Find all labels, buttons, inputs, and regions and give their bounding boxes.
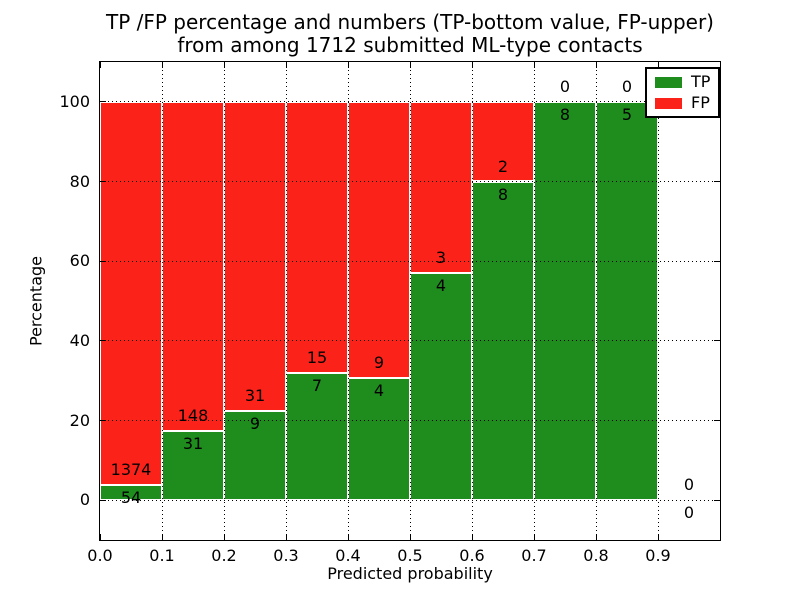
bar-segment-tp xyxy=(596,101,658,501)
x-tick-label: 0.5 xyxy=(397,546,423,565)
y-tick-right xyxy=(714,340,720,342)
tp-count-label: 8 xyxy=(559,104,571,124)
x-tick-top xyxy=(595,62,597,68)
tp-count-label: 0 xyxy=(683,503,695,523)
x-tick-bottom xyxy=(223,534,225,540)
y-tick-left xyxy=(100,101,106,103)
x-tick-top xyxy=(285,62,287,68)
y-tick-right xyxy=(714,499,720,501)
x-tick-top xyxy=(223,62,225,68)
bar-segment-tp xyxy=(534,101,596,501)
x-tick-bottom xyxy=(595,534,597,540)
x-tick-top xyxy=(657,62,659,68)
x-tick-bottom xyxy=(347,534,349,540)
tp-count-label: 7 xyxy=(311,376,323,396)
gridline-vertical xyxy=(347,62,349,540)
bar-segment-fp xyxy=(162,101,224,432)
tp-count-label: 8 xyxy=(497,184,509,204)
x-tick-label: 0.7 xyxy=(521,546,547,565)
x-tick-label: 0.6 xyxy=(459,546,485,565)
fp-count-label: 15 xyxy=(306,348,328,368)
legend-label-fp: FP xyxy=(691,93,710,112)
x-tick-bottom xyxy=(657,534,659,540)
x-tick-bottom xyxy=(471,534,473,540)
gridline-vertical xyxy=(471,62,473,540)
x-axis-label: Predicted probability xyxy=(327,564,493,583)
chart-title-line2: from among 1712 submitted ML-type contac… xyxy=(177,33,643,57)
tp-count-label: 54 xyxy=(120,488,142,508)
y-tick-label: 100 xyxy=(59,91,90,111)
gridline-vertical xyxy=(285,62,287,540)
y-tick-label: 60 xyxy=(69,251,90,271)
fp-count-label: 3 xyxy=(435,247,447,267)
y-tick-left xyxy=(100,181,106,182)
x-tick-bottom xyxy=(409,534,411,540)
gridline-vertical xyxy=(595,62,597,540)
legend-swatch-fp-icon xyxy=(655,97,682,109)
y-tick-label: 0 xyxy=(79,490,90,510)
gridline-vertical xyxy=(533,62,535,540)
x-tick-top xyxy=(409,62,411,68)
fp-count-label: 2 xyxy=(497,156,509,176)
bar-segment-fp xyxy=(286,101,348,374)
gridline-vertical xyxy=(161,62,163,540)
x-tick-label: 0.2 xyxy=(211,546,237,565)
y-tick-label: 40 xyxy=(69,330,90,350)
y-tick-right xyxy=(714,420,720,421)
legend-item-fp: FP xyxy=(655,95,710,111)
legend-label-tp: TP xyxy=(691,72,711,91)
x-tick-top xyxy=(533,62,535,68)
fp-count-label: 31 xyxy=(244,385,266,405)
fp-count-label: 1374 xyxy=(110,460,152,480)
x-tick-bottom xyxy=(533,534,535,540)
x-tick-label: 0.3 xyxy=(273,546,299,565)
tp-count-label: 4 xyxy=(373,380,385,400)
gridline-vertical xyxy=(409,62,411,540)
tp-count-label: 5 xyxy=(621,104,633,124)
plot-area: 1374 54 148 31 31 9 15 7 9 4 3 4 2 8 0 8 0 5 0 0 xyxy=(99,62,720,540)
y-tick-label: 80 xyxy=(69,171,90,191)
bar-segment-fp xyxy=(100,101,162,486)
tp-count-label: 31 xyxy=(182,434,204,454)
legend-swatch-tp-icon xyxy=(655,76,682,88)
x-tick-label: 0.8 xyxy=(583,546,609,565)
chart-title-line1: TP /FP percentage and numbers (TP-bottom… xyxy=(106,10,714,34)
x-tick-bottom xyxy=(99,534,101,540)
fp-count-label: 0 xyxy=(683,475,695,495)
x-tick-bottom xyxy=(285,534,287,540)
x-tick-top xyxy=(99,62,101,68)
fp-count-label: 0 xyxy=(559,76,571,96)
fp-count-label: 0 xyxy=(621,76,633,96)
x-tick-bottom xyxy=(161,534,163,540)
tp-count-label: 9 xyxy=(249,413,261,433)
fp-count-label: 9 xyxy=(373,352,385,372)
y-tick-left xyxy=(100,420,106,421)
bar-segment-fp xyxy=(410,101,472,273)
y-tick-left xyxy=(100,499,106,501)
legend: TP FP xyxy=(645,67,721,118)
bar-segment-fp xyxy=(348,101,410,378)
fp-count-label: 148 xyxy=(177,406,209,426)
y-tick-left xyxy=(100,340,106,342)
tp-count-label: 4 xyxy=(435,275,447,295)
gridline-vertical xyxy=(223,62,225,540)
x-tick-label: 0.0 xyxy=(87,546,113,565)
x-tick-label: 0.9 xyxy=(645,546,671,565)
y-tick-left xyxy=(100,260,106,262)
gridline-vertical xyxy=(657,62,659,540)
bar-segment-fp xyxy=(224,101,286,411)
x-tick-top xyxy=(161,62,163,68)
x-tick-top xyxy=(347,62,349,68)
y-tick-label: 20 xyxy=(69,410,90,430)
x-tick-top xyxy=(471,62,473,68)
y-tick-right xyxy=(714,260,720,262)
legend-item-tp: TP xyxy=(655,74,710,90)
y-tick-right xyxy=(714,181,720,182)
x-tick-label: 0.4 xyxy=(335,546,361,565)
x-tick-label: 0.1 xyxy=(149,546,175,565)
